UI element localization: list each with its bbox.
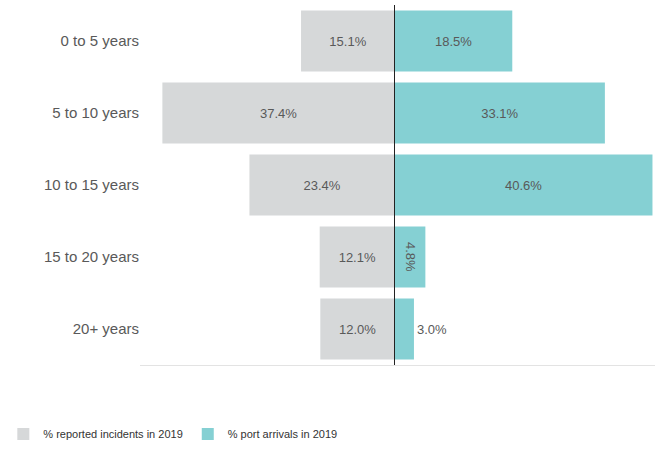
- svg-text:3.0%: 3.0%: [417, 322, 447, 337]
- svg-text:20+ years: 20+ years: [73, 320, 139, 337]
- svg-text:15 to 20 years: 15 to 20 years: [44, 248, 139, 265]
- svg-text:40.6%: 40.6%: [505, 178, 542, 193]
- svg-text:12.1%: 12.1%: [339, 250, 376, 265]
- svg-text:5 to 10 years: 5 to 10 years: [52, 104, 139, 121]
- svg-text:23.4%: 23.4%: [304, 178, 341, 193]
- svg-text:10 to 15 years: 10 to 15 years: [44, 176, 139, 193]
- svg-text:37.4%: 37.4%: [260, 106, 297, 121]
- svg-text:% port arrivals in 2019: % port arrivals in 2019: [228, 428, 337, 440]
- svg-text:33.1%: 33.1%: [481, 106, 518, 121]
- svg-text:0 to 5 years: 0 to 5 years: [61, 32, 139, 49]
- svg-text:18.5%: 18.5%: [435, 34, 472, 49]
- svg-text:4.8%: 4.8%: [403, 242, 418, 272]
- svg-text:12.0%: 12.0%: [339, 322, 376, 337]
- svg-text:% reported incidents in 2019: % reported incidents in 2019: [43, 428, 182, 440]
- svg-text:15.1%: 15.1%: [329, 34, 366, 49]
